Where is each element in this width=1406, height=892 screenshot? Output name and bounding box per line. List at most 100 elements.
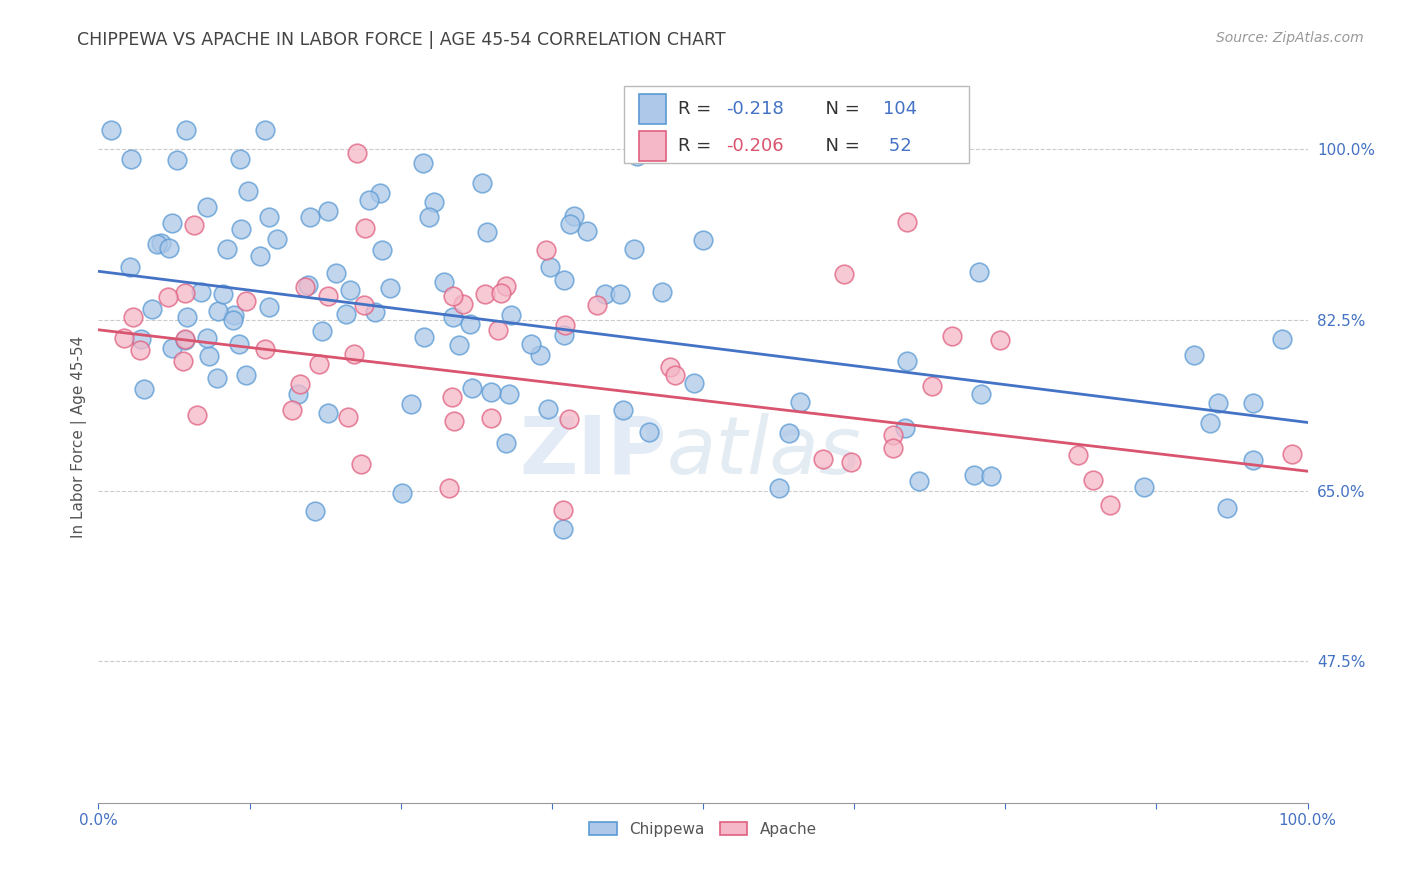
Point (215, 242, 238, 256)
Point (207, 303, 229, 318)
Point (253, 123, 276, 137)
Text: R =: R = (678, 100, 717, 118)
Point (471, 176, 494, 190)
Text: ZIP: ZIP (519, 413, 666, 491)
Point (538, 260, 561, 274)
Point (308, 357, 330, 371)
Text: N =: N = (814, 136, 866, 155)
Point (520, 337, 543, 351)
Point (336, 410, 359, 425)
Point (173, 332, 195, 346)
Point (183, 218, 205, 232)
Point (536, 402, 558, 417)
Point (789, 395, 811, 409)
Point (894, 421, 917, 435)
Point (212, 286, 235, 301)
Point (440, 390, 463, 404)
Text: 52: 52 (883, 136, 912, 155)
Text: -0.218: -0.218 (725, 100, 783, 118)
Point (120, 152, 142, 166)
Point (222, 313, 245, 327)
Point (186, 408, 208, 422)
Point (768, 481, 790, 495)
Point (316, 204, 339, 219)
Point (1098, 498, 1121, 512)
Point (882, 428, 904, 442)
Text: -0.206: -0.206 (725, 136, 783, 155)
Point (1241, 453, 1264, 467)
Point (980, 468, 1002, 483)
Point (129, 332, 152, 346)
Point (554, 318, 576, 333)
Text: CHIPPEWA VS APACHE IN LABOR FORCE | AGE 45-54 CORRELATION CHART: CHIPPEWA VS APACHE IN LABOR FORCE | AGE … (77, 31, 725, 49)
Point (391, 486, 413, 500)
Point (304, 504, 326, 518)
Point (963, 467, 986, 482)
Point (146, 237, 169, 252)
Point (553, 523, 575, 537)
Point (967, 265, 990, 279)
Point (378, 281, 401, 295)
Point (834, 267, 856, 281)
Point (443, 414, 465, 428)
Point (350, 457, 373, 471)
Point (458, 317, 481, 331)
Point (553, 328, 575, 343)
Point (353, 298, 375, 312)
Point (882, 441, 904, 455)
Point (441, 289, 464, 303)
Point (499, 308, 522, 322)
Point (970, 387, 993, 401)
Point (896, 215, 918, 229)
Point (238, 184, 260, 198)
Text: 104: 104 (883, 100, 917, 118)
Point (612, 403, 634, 417)
Point (354, 220, 377, 235)
Point (562, 209, 585, 223)
Y-axis label: In Labor Force | Age 45-54: In Labor Force | Age 45-54 (72, 336, 87, 538)
Point (489, 286, 512, 301)
Point (638, 425, 661, 439)
Point (235, 368, 257, 383)
Point (1241, 396, 1264, 410)
Point (988, 333, 1011, 347)
Point (1216, 501, 1239, 516)
Point (495, 436, 517, 450)
Legend: Chippewa, Apache: Chippewa, Apache (583, 815, 823, 843)
Point (257, 210, 280, 224)
FancyBboxPatch shape (638, 130, 665, 161)
Point (498, 387, 520, 401)
Point (229, 222, 252, 236)
Text: R =: R = (678, 136, 717, 155)
Point (921, 378, 943, 392)
Point (249, 249, 271, 263)
Point (481, 411, 503, 425)
Point (1199, 416, 1222, 430)
Point (575, 224, 598, 238)
Point (287, 387, 309, 401)
Text: Source: ZipAtlas.com: Source: ZipAtlas.com (1216, 31, 1364, 45)
Point (298, 210, 321, 224)
Point (173, 285, 195, 300)
Point (228, 337, 250, 351)
Point (778, 425, 800, 440)
Point (658, 360, 681, 375)
Point (1271, 332, 1294, 346)
Point (941, 328, 963, 343)
Point (162, 216, 184, 230)
Point (811, 452, 834, 467)
Point (371, 244, 394, 258)
Point (100, 123, 122, 137)
Point (586, 298, 609, 312)
Point (399, 397, 422, 411)
Point (197, 350, 219, 364)
Point (495, 279, 517, 293)
Point (364, 304, 387, 318)
Point (118, 260, 141, 274)
Point (174, 333, 197, 347)
Point (128, 343, 150, 358)
Point (683, 376, 706, 390)
Point (692, 233, 714, 247)
Point (553, 273, 575, 287)
Point (1067, 448, 1090, 462)
